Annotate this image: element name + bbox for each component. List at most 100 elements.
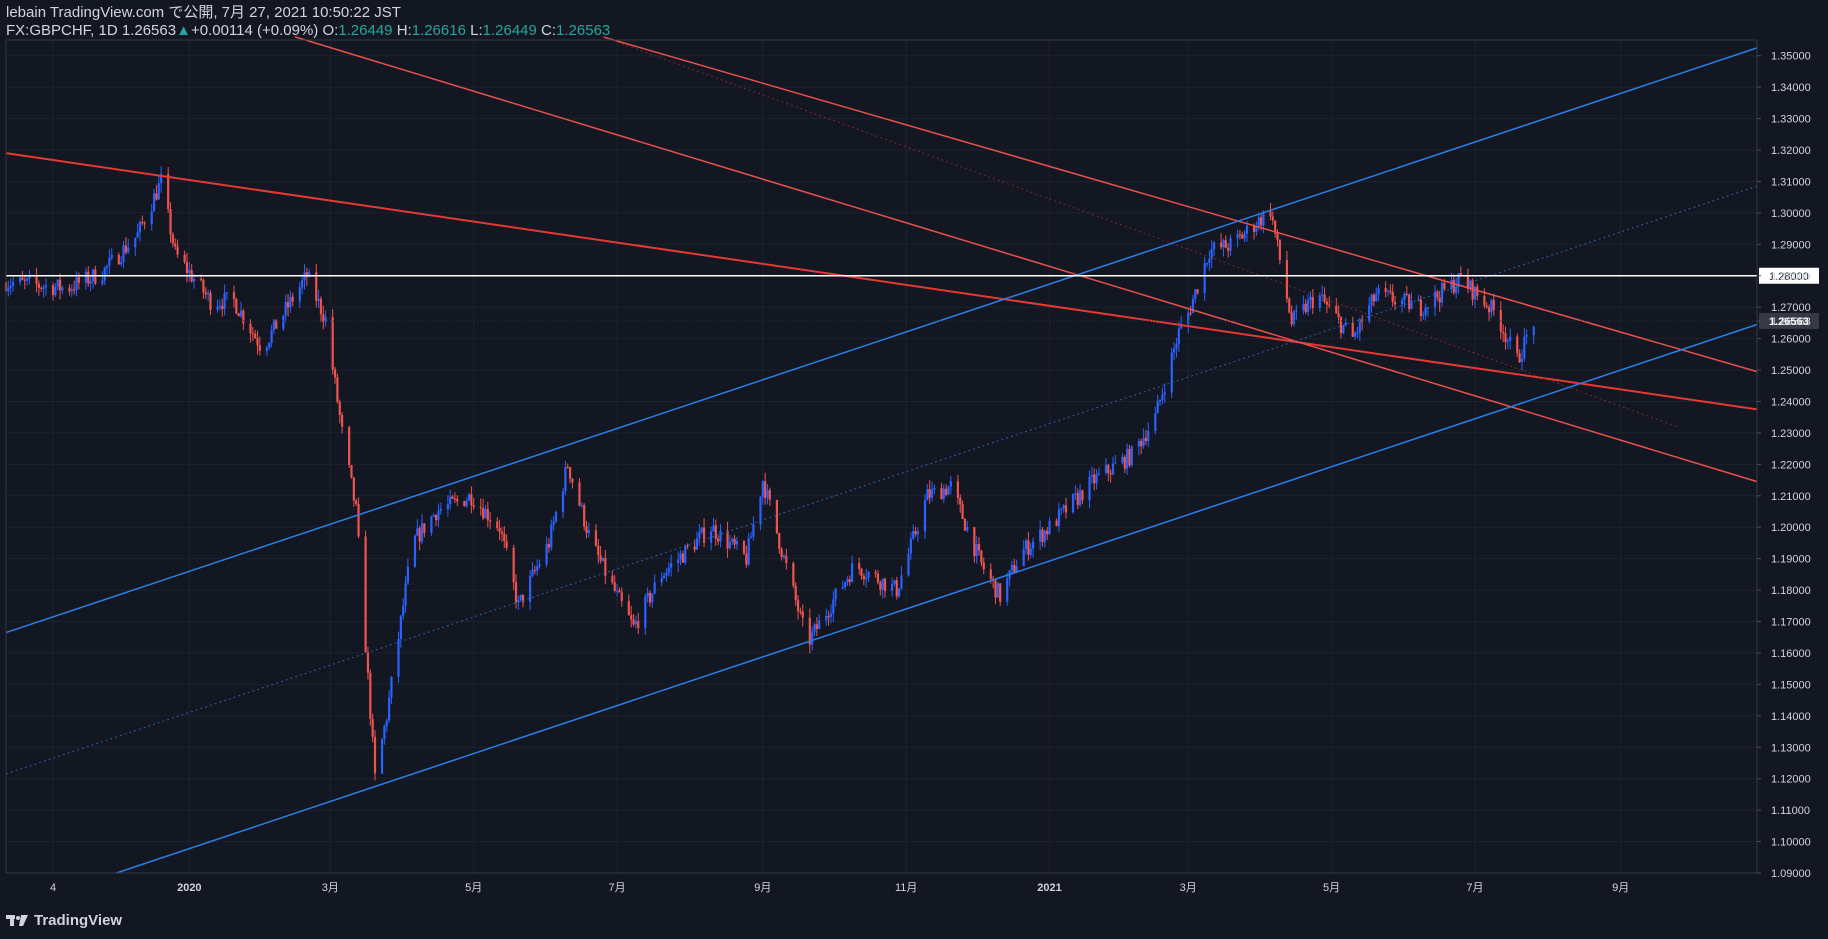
candle-body[interactable] [136,232,139,238]
candle-body[interactable] [134,237,137,248]
candle-body[interactable] [503,533,506,541]
candle-body[interactable] [1440,282,1444,303]
candle-body[interactable] [298,287,301,302]
candle-body[interactable] [1107,465,1110,474]
candle-body[interactable] [1173,348,1176,353]
candle-body[interactable] [1384,287,1387,292]
candle-body[interactable] [1339,317,1343,334]
candle-body[interactable] [1457,273,1460,287]
candle-body[interactable] [834,588,837,600]
candle-body[interactable] [792,563,795,586]
candle-body[interactable] [947,486,950,495]
candle-body[interactable] [1410,300,1413,310]
candle-body[interactable] [479,507,482,509]
candle-body[interactable] [58,279,62,291]
candle-body[interactable] [1064,505,1068,513]
candle-body[interactable] [463,501,466,507]
candle-body[interactable] [348,426,351,466]
candle-body[interactable] [355,500,358,505]
candle-body[interactable] [176,246,179,255]
candle-body[interactable] [155,193,158,200]
candle-body[interactable] [1130,446,1133,466]
candle-body[interactable] [794,585,797,601]
candle-body[interactable] [538,564,541,567]
candle-body[interactable] [700,527,703,533]
candle-body[interactable] [406,566,410,584]
candle-body[interactable] [615,590,619,592]
candle-body[interactable] [1278,239,1281,261]
candle-body[interactable] [1114,462,1117,464]
candle-body[interactable] [482,508,485,519]
candle-body[interactable] [174,243,177,247]
candle-body[interactable] [545,543,548,565]
candle-body[interactable] [305,272,308,277]
candle-body[interactable] [77,277,80,283]
candle-body[interactable] [801,611,804,618]
trend-line[interactable] [602,36,1758,373]
candle-body[interactable] [1335,305,1338,314]
candle-body[interactable] [1076,493,1079,505]
candle-body[interactable] [1252,225,1256,232]
candle-body[interactable] [514,582,518,603]
candle-body[interactable] [1389,290,1392,292]
horizontal-levels[interactable]: 1.28000 1.26563 [6,267,1819,329]
candle-body[interactable] [1210,249,1213,259]
candle-body[interactable] [68,287,71,292]
candle-body[interactable] [977,544,981,551]
candle-body[interactable] [916,531,920,535]
candle-body[interactable] [832,599,835,614]
candle-body[interactable] [1520,358,1524,363]
candle-body[interactable] [702,527,706,543]
candle-body[interactable] [169,209,172,235]
candle-body[interactable] [1318,295,1321,308]
candle-body[interactable] [404,583,407,606]
candle-body[interactable] [1525,335,1528,337]
candle-body[interactable] [399,615,402,640]
candle-body[interactable] [1170,352,1173,393]
candle-body[interactable] [554,512,558,522]
candle-body[interactable] [221,305,224,309]
candle-body[interactable] [808,617,811,645]
candle-body[interactable] [714,525,717,539]
candle-body[interactable] [1356,332,1359,334]
candle-body[interactable] [752,524,755,537]
candle-body[interactable] [11,281,15,286]
candle-body[interactable] [385,720,388,727]
candle-body[interactable] [1311,296,1314,308]
candle-body[interactable] [489,520,492,522]
candle-body[interactable] [1450,279,1453,290]
candle-body[interactable] [665,572,668,576]
candle-body[interactable] [216,306,219,310]
candle-body[interactable] [1224,240,1227,248]
candle-body[interactable] [517,599,520,603]
candle-body[interactable] [1271,216,1274,221]
candle-body[interactable] [780,548,783,558]
candle-body[interactable] [531,569,534,576]
candle-body[interactable] [1043,530,1046,542]
candle-body[interactable] [152,193,156,212]
candle-body[interactable] [1377,287,1380,294]
candle-body[interactable] [117,254,120,265]
candle-body[interactable] [604,557,607,576]
candle-body[interactable] [710,531,713,543]
candle-body[interactable] [1006,578,1009,602]
candle-body[interactable] [928,489,931,498]
candle-body[interactable] [693,546,696,550]
candle-body[interactable] [728,541,732,549]
candle-body[interactable] [620,592,623,601]
candle-body[interactable] [876,573,880,583]
candle-body[interactable] [251,333,254,335]
candle-body[interactable] [1391,291,1394,302]
time-axis[interactable]: 4 2020 3月 5月 7月 9月 11月 2021 3月 5月 7月 9月 [50,882,1629,894]
candle-body[interactable] [1024,540,1028,550]
candle-body[interactable] [235,298,238,314]
candle-body[interactable] [1368,305,1371,322]
candle-body[interactable] [291,296,294,302]
candle-body[interactable] [1405,293,1408,295]
candle-body[interactable] [336,377,339,402]
candle-body[interactable] [40,287,43,289]
candle-body[interactable] [122,245,125,262]
candle-body[interactable] [940,487,943,500]
candle-body[interactable] [232,292,236,299]
candle-body[interactable] [521,594,525,602]
